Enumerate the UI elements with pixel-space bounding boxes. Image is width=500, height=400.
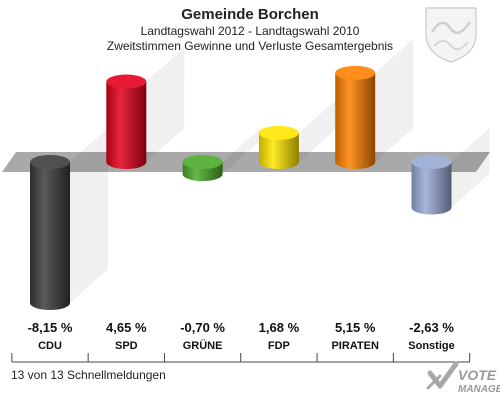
vote-manager-logo: VOTE MANAGER [426,361,500,395]
chart-subtitle: Landtagswahl 2012 - Landtagswahl 2010 [141,24,360,38]
bar-cap [411,155,452,169]
category-label: Sonstige [408,340,454,352]
category-axis [11,353,471,363]
bar-shadow [298,98,337,162]
bar-body [411,162,452,215]
bar-cap [30,155,70,169]
value-label: 5,15 % [335,320,376,335]
category-label: FDP [268,340,290,352]
logo-line-1: VOTE [458,367,497,383]
footer-note: 13 von 13 Schnellmeldungen [11,368,166,382]
bar-sonstige [411,128,490,215]
bar-body [106,81,147,170]
logo-line-2: MANAGER [458,384,500,395]
chart-title: Gemeinde Borchen [181,6,319,23]
value-label: 4,65 % [106,320,147,335]
bar-body [258,132,299,170]
bar-cap [258,125,299,140]
category-label: CDU [38,340,62,352]
value-label: -2,63 % [409,320,454,335]
coat-of-arms-icon [425,7,477,63]
bar-shadow [451,128,490,208]
bar-spd [106,47,185,170]
value-label: -0,70 % [180,320,225,335]
check-mark-icon [426,361,459,390]
bar-grüne [182,128,261,182]
value-label: -8,15 % [28,320,73,335]
bar-shadow [222,128,261,175]
category-label: SPD [115,340,138,352]
bar-piraten [335,38,414,170]
category-label: PIRATEN [331,340,379,352]
category-label: GRÜNE [183,339,223,352]
bar-shadow [146,47,185,162]
bar-body [335,72,376,170]
value-label: 1,68 % [259,320,300,335]
chart-subtitle-2: Zweitstimmen Gewinne und Verluste Gesamt… [107,39,393,53]
bar-cap [106,74,147,89]
bar-shadow [375,38,414,162]
bar-cap [182,155,223,169]
bar-cap [335,65,376,80]
bar-shadow [70,128,108,303]
bar-body [30,162,70,310]
bar-cdu [30,128,108,310]
bar-fdp [258,98,337,170]
